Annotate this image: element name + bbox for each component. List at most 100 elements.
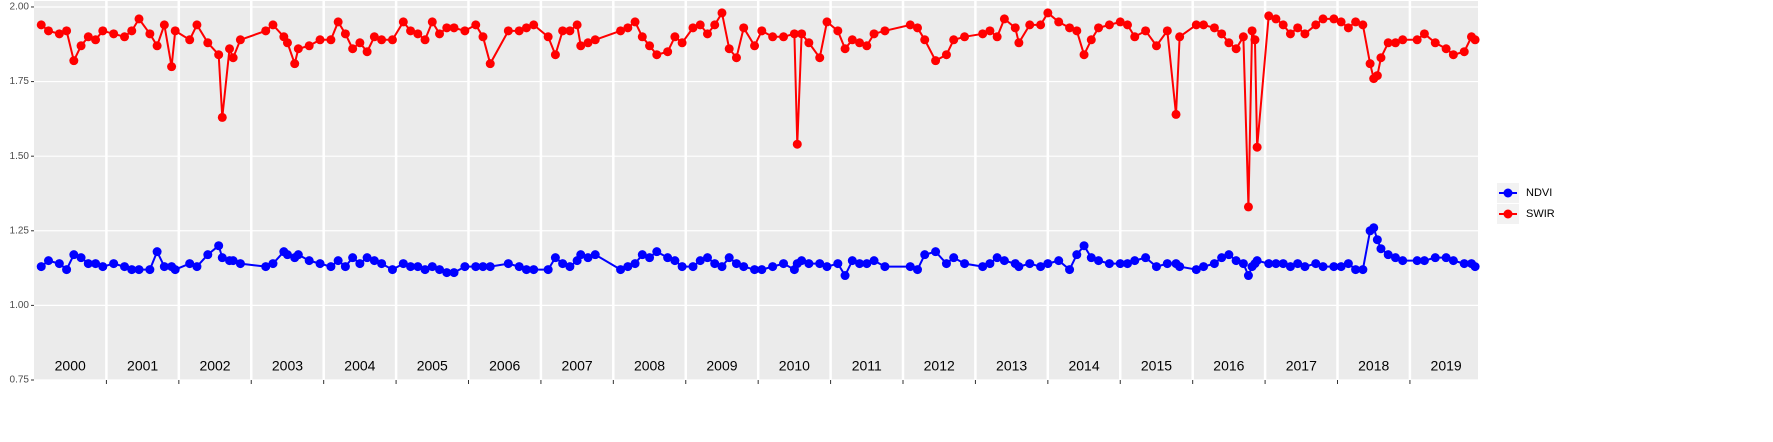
data-point: [1398, 35, 1408, 45]
data-point: [637, 32, 647, 42]
data-point: [406, 26, 416, 36]
data-point: [1252, 256, 1262, 266]
data-point: [43, 26, 53, 36]
data-point: [1412, 256, 1422, 266]
data-point: [152, 247, 162, 257]
data-point: [503, 26, 513, 36]
data-point: [789, 29, 799, 39]
data-point: [999, 14, 1009, 24]
data-point: [1412, 35, 1422, 45]
data-point: [869, 256, 879, 266]
data-point: [293, 250, 303, 260]
data-point: [387, 35, 397, 45]
legend-label: NDVI: [1526, 187, 1552, 199]
data-point: [293, 44, 303, 54]
data-point: [724, 44, 734, 54]
data-point: [521, 265, 531, 275]
data-point: [43, 256, 53, 266]
data-point: [203, 38, 213, 48]
data-point: [503, 259, 513, 269]
data-point: [1199, 20, 1209, 30]
data-point: [992, 253, 1002, 263]
data-point: [1336, 262, 1346, 272]
data-point: [1470, 262, 1480, 272]
data-point: [855, 38, 865, 48]
data-point: [576, 250, 586, 260]
data-point: [1123, 20, 1133, 30]
data-point: [159, 20, 169, 30]
legend-point: [1503, 209, 1513, 219]
data-point: [543, 265, 553, 275]
panel: [34, 1, 1478, 380]
data-point: [377, 259, 387, 269]
data-point: [1199, 262, 1209, 272]
data-point: [420, 35, 430, 45]
data-point: [1025, 259, 1035, 269]
data-point: [1209, 23, 1219, 33]
data-point: [1175, 262, 1185, 272]
data-point: [529, 265, 539, 275]
data-point: [822, 17, 832, 27]
data-point: [340, 29, 350, 39]
data-point: [652, 50, 662, 60]
data-point: [941, 50, 951, 60]
data-point: [98, 262, 108, 272]
data-point: [1300, 262, 1310, 272]
data-point: [1141, 26, 1151, 36]
data-point: [304, 256, 314, 266]
data-point: [167, 62, 177, 72]
data-point: [583, 38, 593, 48]
data-point: [1376, 244, 1386, 254]
data-point: [1065, 265, 1075, 275]
data-point: [710, 20, 720, 30]
data-point: [1243, 271, 1253, 281]
data-point: [228, 256, 238, 266]
data-point: [413, 29, 423, 39]
data-point: [1043, 8, 1053, 18]
data-point: [1343, 23, 1353, 33]
data-point: [1293, 23, 1303, 33]
data-point: [406, 262, 416, 272]
data-point: [880, 26, 890, 36]
data-point: [792, 139, 802, 149]
data-point: [1141, 253, 1151, 263]
x-tick-label: 2009: [706, 358, 737, 374]
data-point: [1231, 256, 1241, 266]
data-point: [268, 20, 278, 30]
x-tick-label: 2002: [199, 358, 230, 374]
data-point: [355, 38, 365, 48]
data-point: [145, 29, 155, 39]
data-point: [565, 26, 575, 36]
data-point: [1238, 32, 1248, 42]
data-point: [145, 265, 155, 275]
data-point: [1470, 35, 1480, 45]
data-point: [1336, 17, 1346, 27]
x-tick-label: 2012: [924, 358, 955, 374]
data-point: [1311, 20, 1321, 30]
data-point: [83, 259, 93, 269]
data-point: [815, 53, 825, 63]
data-point: [69, 56, 79, 66]
data-point: [398, 17, 408, 27]
data-point: [558, 26, 568, 36]
data-point: [637, 250, 647, 260]
data-point: [478, 32, 488, 42]
data-point: [1014, 38, 1024, 48]
data-point: [192, 20, 202, 30]
data-point: [1217, 29, 1227, 39]
data-point: [1441, 253, 1451, 263]
data-point: [315, 35, 325, 45]
data-point: [377, 35, 387, 45]
data-point: [214, 241, 224, 251]
data-point: [616, 26, 626, 36]
data-point: [663, 253, 673, 263]
data-point: [960, 32, 970, 42]
legend-label: SWIR: [1526, 208, 1555, 220]
x-tick-label: 2007: [562, 358, 593, 374]
data-point: [214, 50, 224, 60]
data-point: [652, 247, 662, 257]
x-tick-label: 2016: [1213, 358, 1244, 374]
x-tick-label: 2017: [1286, 358, 1317, 374]
data-point: [797, 256, 807, 266]
data-point: [529, 20, 539, 30]
